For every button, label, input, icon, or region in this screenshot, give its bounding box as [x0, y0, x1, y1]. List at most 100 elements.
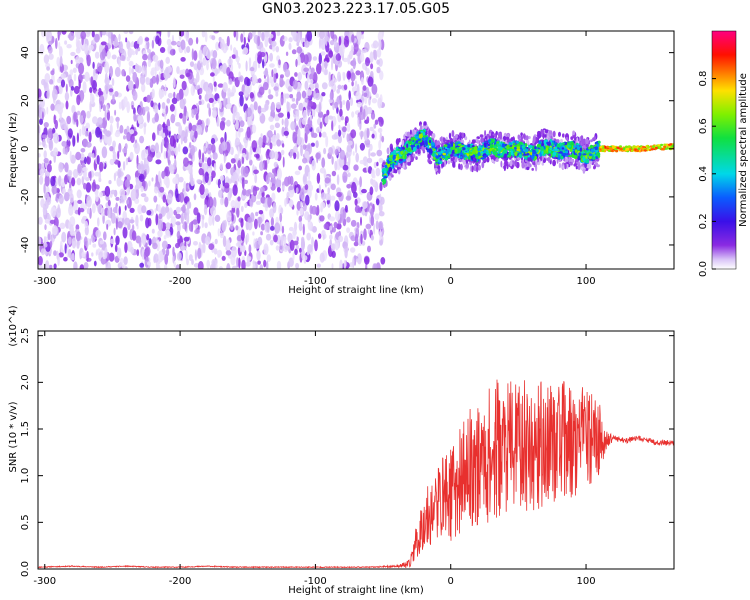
heatmap-cell	[453, 154, 458, 157]
heatmap-cell	[302, 144, 307, 150]
heatmap-cell	[273, 161, 278, 168]
heatmap-cell	[83, 182, 87, 190]
heatmap-cell	[106, 50, 111, 60]
heatmap-cell	[159, 47, 166, 53]
heatmap-cell	[375, 198, 380, 206]
heatmap-cell	[52, 127, 56, 135]
heatmap-cell	[299, 188, 305, 201]
heatmap-cell	[296, 209, 299, 216]
heatmap-cell	[397, 148, 401, 151]
heatmap-cell	[288, 190, 294, 198]
heatmap-cell	[541, 150, 544, 155]
heatmap-cell	[242, 152, 246, 157]
heatmap-cell	[38, 132, 41, 142]
heatmap-cell	[175, 242, 180, 249]
heatmap-cell	[350, 129, 357, 139]
heatmap-cell	[269, 52, 273, 62]
heatmap-cell	[545, 147, 549, 152]
heatmap-cell	[318, 233, 322, 239]
heatmap-cell	[184, 106, 187, 117]
heatmap-cell	[151, 228, 155, 234]
heatmap-cell	[268, 116, 274, 122]
heatmap-cell	[331, 120, 334, 131]
heatmap-cell	[517, 134, 521, 140]
heatmap-cell	[210, 137, 216, 145]
heatmap-cell	[213, 162, 217, 172]
heatmap-cell	[323, 223, 329, 230]
heatmap-cell	[219, 120, 225, 131]
heatmap-cell	[180, 213, 184, 225]
heatmap-cell	[73, 261, 78, 269]
heatmap-cell	[342, 126, 347, 133]
heatmap-cell	[376, 66, 381, 74]
heatmap-cell	[86, 54, 91, 67]
heatmap-cell	[459, 152, 464, 156]
heatmap-cell	[231, 54, 237, 59]
heatmap-cell	[298, 221, 303, 232]
heatmap-cell	[71, 177, 76, 187]
heatmap-cell	[86, 250, 89, 262]
heatmap-cell	[178, 124, 183, 136]
heatmap-cell	[130, 134, 135, 143]
heatmap-cell	[79, 128, 82, 137]
heatmap-cell	[309, 78, 314, 85]
heatmap-cell	[100, 41, 107, 46]
heatmap-cell	[49, 264, 53, 269]
heatmap-cell	[117, 168, 122, 179]
heatmap-cell	[208, 107, 211, 117]
heatmap-cell	[153, 195, 158, 203]
heatmap-cell	[471, 145, 475, 148]
heatmap-cell	[268, 89, 271, 95]
heatmap-cell	[141, 65, 145, 76]
heatmap-cell	[83, 168, 87, 180]
heatmap-cell	[365, 57, 370, 67]
heatmap-cell	[198, 87, 203, 95]
heatmap-cell	[206, 103, 211, 109]
heatmap-cell	[204, 236, 211, 246]
heatmap-cell	[188, 122, 193, 132]
heatmap-cell	[355, 91, 361, 101]
heatmap-cell	[110, 189, 116, 195]
heatmap-cell	[402, 146, 405, 150]
heatmap-cell	[295, 244, 299, 250]
heatmap-cell	[91, 31, 95, 38]
heatmap-cell	[140, 193, 147, 198]
heatmap-cell	[534, 146, 537, 150]
heatmap-cell	[131, 105, 134, 110]
heatmap-cell	[97, 66, 103, 73]
heatmap-cell	[175, 221, 181, 226]
heatmap-cell	[452, 160, 455, 168]
heatmap-cell	[146, 111, 150, 123]
heatmap-cell	[423, 121, 427, 126]
heatmap-cell	[476, 165, 479, 173]
heatmap-cell	[60, 118, 66, 130]
heatmap-cell	[260, 231, 263, 236]
heatmap-cell	[207, 196, 214, 209]
heatmap-cell	[51, 185, 58, 195]
heatmap-cell	[288, 37, 293, 43]
heatmap-cell	[342, 57, 349, 63]
heatmap-cell	[459, 163, 463, 171]
heatmap-cell	[328, 147, 333, 155]
heatmap-cell	[164, 113, 167, 120]
heatmap-cell	[361, 34, 364, 40]
heatmap-cell	[324, 60, 328, 70]
heatmap-cell	[360, 130, 364, 138]
heatmap-cell	[400, 150, 404, 155]
heatmap-cell	[264, 102, 269, 111]
heatmap-cell	[260, 133, 263, 138]
heatmap-cell	[139, 214, 144, 222]
heatmap-cell	[188, 254, 193, 262]
heatmap-cell	[218, 266, 223, 269]
heatmap-cell	[510, 137, 514, 142]
heatmap-cell	[245, 60, 248, 72]
heatmap-cell	[246, 232, 250, 243]
heatmap-cell	[363, 92, 368, 98]
heatmap-cell	[195, 37, 199, 45]
heatmap-cell	[320, 51, 326, 56]
heatmap-cell	[274, 151, 279, 161]
heatmap-cell	[354, 233, 359, 245]
heatmap-cell	[119, 54, 126, 61]
heatmap-cell	[472, 149, 477, 155]
